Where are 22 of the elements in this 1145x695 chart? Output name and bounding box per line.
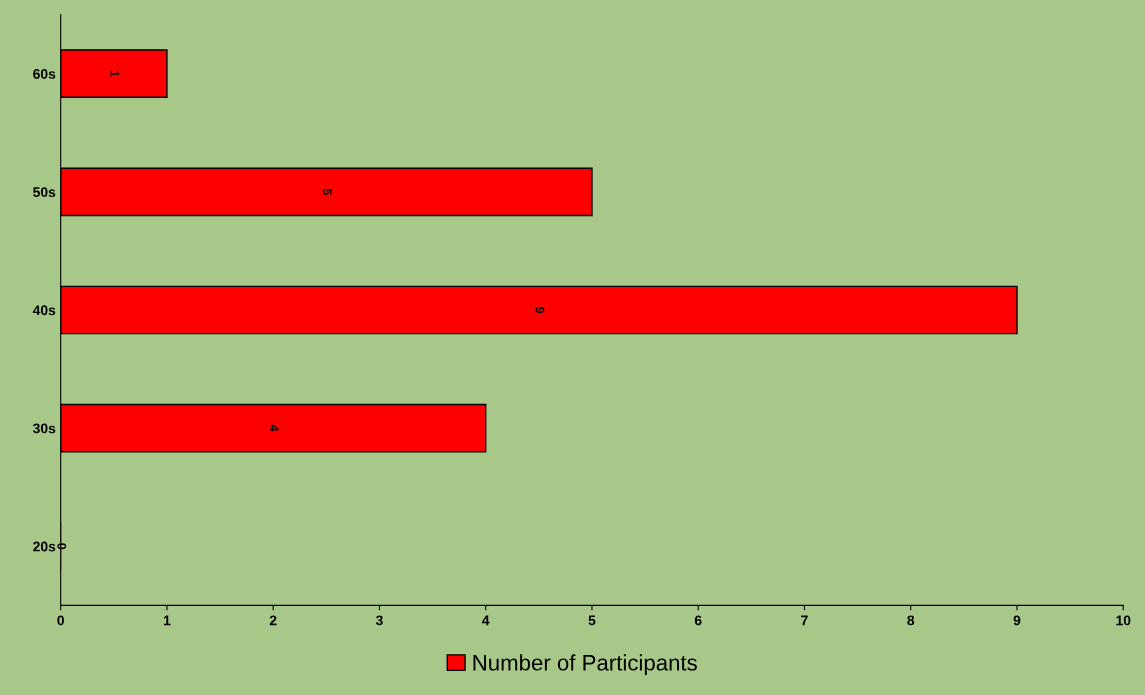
x-tick-label: 0 [57, 615, 64, 626]
legend-label: Number of Participants [473, 654, 697, 675]
x-tick-label: 8 [907, 615, 915, 626]
data-label: 5 [322, 188, 332, 195]
y-tick-label: 30s [32, 423, 56, 434]
y-tick-label: 40s [32, 305, 56, 316]
y-tick-label: 50s [33, 187, 56, 197]
x-tick-label: 3 [375, 615, 383, 626]
x-tick-label: 6 [694, 615, 702, 626]
x-tick-label: 7 [801, 615, 808, 626]
data-label: 1 [110, 70, 120, 77]
x-tick-label: 9 [1013, 615, 1021, 626]
x-tick-label: 1 [163, 615, 171, 626]
x-tick-label: 2 [269, 615, 277, 626]
x-tick-label: 10 [1116, 615, 1131, 626]
x-tick-label: 4 [482, 615, 490, 626]
data-label: 0 [57, 543, 67, 550]
y-tick-label: 60s [33, 69, 56, 79]
y-tick-label: 20s [33, 541, 56, 552]
data-label: 9 [535, 306, 545, 313]
data-label: 4 [269, 424, 279, 432]
x-tick-label: 5 [588, 615, 596, 626]
